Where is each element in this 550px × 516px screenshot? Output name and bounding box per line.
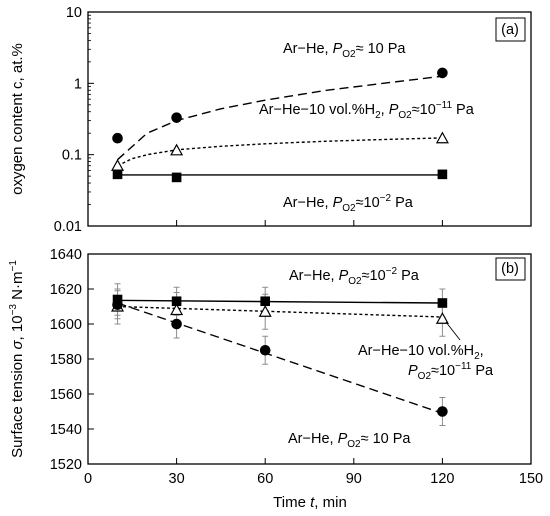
annotation-b-h2-line1: Ar−He−10 vol.%H2, — [358, 343, 484, 362]
panel-a-y-axis-label: oxygen content c, at.% — [9, 43, 26, 195]
panel-a-point — [111, 158, 125, 171]
panel-b-point — [171, 296, 182, 307]
panel-b-y-tick-labels: 1520 1540 1560 1580 1600 1620 1640 — [50, 247, 82, 473]
panel-a-y-tick-label: 0.01 — [54, 219, 82, 235]
panel-a-point — [170, 143, 184, 156]
panel-b-point — [170, 303, 184, 316]
panel-b-fit-lines — [117, 299, 443, 414]
panel-a-label: (a) — [501, 22, 519, 38]
panel-b-ticks — [87, 253, 532, 465]
panel-b-point — [437, 298, 448, 308]
x-tick-label: 60 — [257, 471, 273, 487]
panel-a-y-tick-label: 10 — [66, 5, 82, 21]
panel-a-fit-line — [117, 75, 443, 161]
x-tick-label: 150 — [519, 471, 543, 487]
panel-b-fit-line — [117, 299, 443, 304]
panel-a-fit-lines — [117, 75, 443, 176]
panel-a-point — [437, 169, 448, 180]
panel-b-point — [112, 299, 123, 311]
annotation-a-h2: Ar−He−10 vol.%H2, PO2≈10−11 Pa — [259, 100, 475, 121]
panel-a-point — [437, 67, 448, 79]
panel-a-fit-line — [117, 137, 443, 167]
x-tick-label: 0 — [84, 471, 92, 487]
panel-a-point — [435, 131, 449, 144]
panel-b-fit-line — [117, 305, 443, 318]
panel-b-y-tick-label: 1560 — [50, 387, 82, 403]
panel-b-label-box — [495, 257, 526, 281]
x-tick-label: 120 — [430, 471, 454, 487]
panel-b-x-tick-labels: 0 30 60 90 120 150 — [84, 471, 543, 487]
panel-a-y-tick-label: 0.1 — [62, 148, 82, 164]
panel-a-point — [112, 132, 123, 144]
panel-a-point — [112, 169, 123, 180]
panel-b-point — [437, 406, 448, 417]
panel-a-y-tick-label: 1 — [74, 76, 82, 92]
panel-b-fit-line — [117, 302, 443, 414]
annotation-b-h2-line2: PO2≈10−11 Pa — [408, 361, 494, 382]
panel-b-point — [259, 344, 271, 356]
panel-a-frame — [87, 11, 532, 227]
annotation-b-low-po2: Ar−He, PO2≈10−2 Pa — [289, 266, 420, 287]
panel-b-y-tick-label: 1640 — [50, 247, 82, 263]
panel-b-point — [435, 312, 449, 324]
panel-b: 1520 1540 1560 1580 1600 1620 1640 0 30 60 90 120 1… — [8, 247, 543, 511]
panel-a-point — [171, 112, 182, 123]
panel-b-point — [260, 296, 270, 307]
x-axis-label: Time t, min — [273, 494, 347, 511]
panel-b-y-axis-label: Surface tension σ, 10−3 N·m−1 — [8, 260, 26, 458]
panel-b-y-tick-label: 1580 — [50, 352, 82, 368]
x-tick-label: 30 — [169, 471, 185, 487]
annotation-a-high-po2: Ar−He, PO2≈ 10 Pa — [283, 41, 406, 60]
annotation-a-low-po2: Ar−He, PO2≈10−2 Pa — [283, 193, 414, 214]
panel-b-y-tick-label: 1600 — [50, 317, 82, 333]
panel-b-point — [171, 318, 182, 330]
panel-b-point — [258, 305, 272, 317]
x-tick-label: 90 — [346, 471, 362, 487]
panel-a-y-tick-labels: 0.01 0.1 1 10 — [54, 5, 82, 235]
panel-b-label: (b) — [501, 261, 519, 277]
panel-b-y-tick-label: 1540 — [50, 422, 82, 438]
panel-a-label-box — [495, 17, 526, 42]
panel-a-markers — [111, 67, 449, 183]
panel-a: 0.01 0.1 1 10 (a) oxygen content c, at.% Ar… — [9, 5, 532, 235]
panel-b-markers — [111, 294, 449, 417]
panel-b-y-tick-label: 1620 — [50, 282, 82, 298]
panel-a-ticks — [87, 11, 532, 227]
annotation-b-high-po2: Ar−He, PO2≈ 10 Pa — [288, 431, 411, 450]
annotation-b-h2-leader — [445, 321, 461, 341]
panel-b-y-tick-label: 1520 — [50, 457, 82, 473]
panel-a-point — [171, 172, 182, 183]
